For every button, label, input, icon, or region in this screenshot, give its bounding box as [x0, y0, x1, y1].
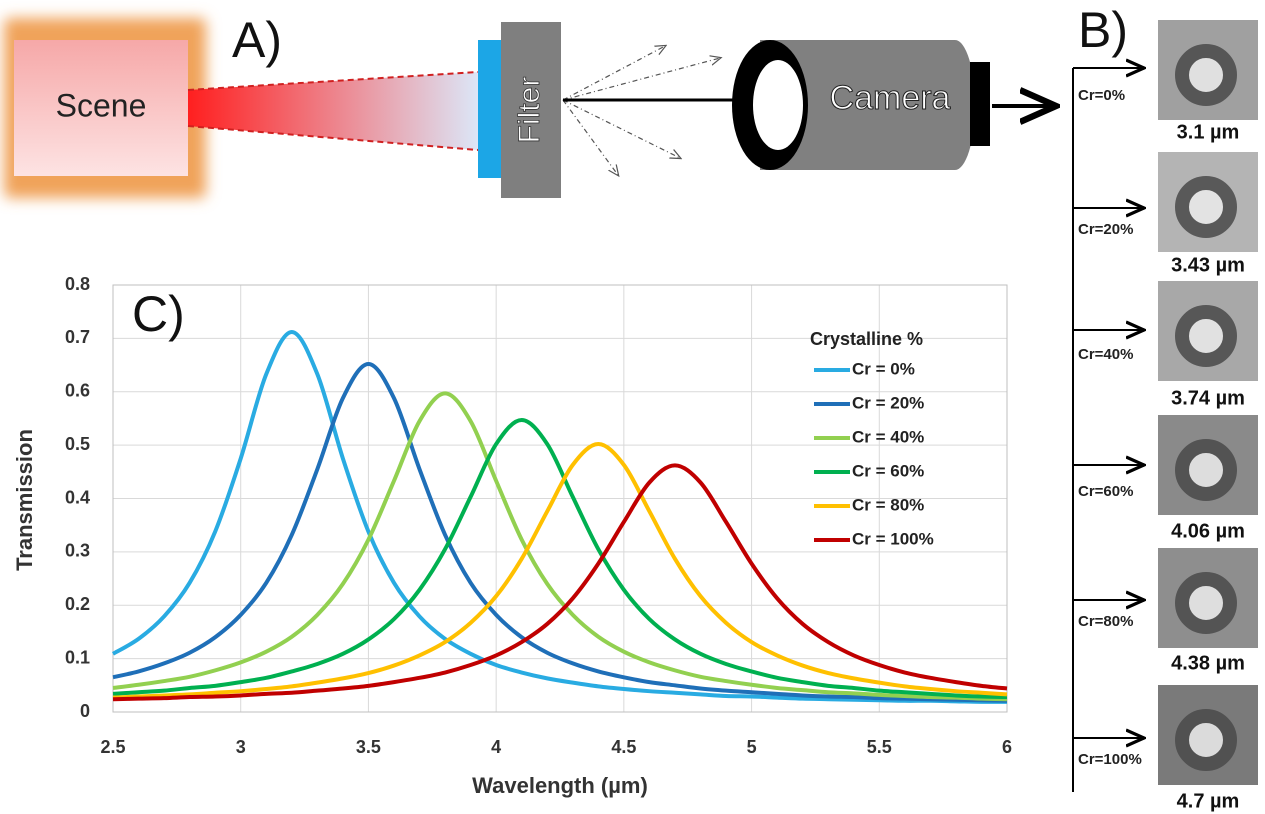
series-line: [112, 391, 1008, 702]
panel-b: B) Cr=0% 3.1 µm Cr=20% 3.43 µm Cr=40% 3.74 µm…: [1072, 2, 1258, 812]
x-tick-label: 5: [747, 737, 757, 757]
scatter-arrows: [562, 46, 720, 175]
legend-label: Cr = 40%: [852, 427, 924, 446]
x-tick-label: 6: [1002, 737, 1012, 757]
output-caption: 4.38 µm: [1171, 652, 1245, 674]
filter-label: Filter: [513, 77, 546, 144]
grid: [112, 284, 1008, 713]
output-caption: 3.1 µm: [1177, 121, 1240, 143]
y-tick-label: 0.4: [65, 487, 90, 507]
panel-label: B): [1078, 2, 1128, 58]
y-tick-label: 0: [80, 701, 90, 721]
scene-box: [14, 40, 188, 176]
camera-body: [760, 40, 975, 170]
y-tick-label: 0.1: [65, 647, 90, 667]
panel-label: C): [132, 286, 185, 342]
series-line: [112, 418, 1008, 700]
image-ring: [1175, 44, 1237, 106]
image-ring: [1175, 572, 1237, 634]
series-line: [111, 329, 1008, 704]
legend-label: Cr = 20%: [852, 393, 924, 412]
output-caption: 4.7 µm: [1177, 790, 1240, 812]
x-tick-label: 4.5: [611, 737, 636, 757]
output-caption: 4.06 µm: [1171, 520, 1245, 542]
x-tick-label: 2.5: [100, 737, 125, 757]
output-label: Cr=80%: [1078, 613, 1133, 630]
output-label: Cr=60%: [1078, 483, 1133, 500]
output-label: Cr=100%: [1078, 751, 1142, 768]
y-tick-label: 0.2: [65, 594, 90, 614]
legend-label: Cr = 0%: [852, 359, 915, 378]
output-caption: 3.74 µm: [1171, 387, 1245, 409]
beam-edge: [187, 71, 479, 151]
series-line: [112, 361, 1008, 703]
legend-title: Crystalline %: [810, 329, 923, 349]
series-line: [112, 463, 1008, 702]
output-label: Cr=20%: [1078, 221, 1133, 238]
chart: C) Wavelength (µm) Transmission 0 0.1 0.2 0…: [12, 274, 1012, 798]
scene-label: Scene: [56, 87, 147, 123]
y-tick-label: 0.7: [65, 327, 90, 347]
y-tick-label: 0.6: [65, 381, 90, 401]
y-tick-label: 0.3: [65, 541, 90, 561]
x-tick-label: 5.5: [867, 737, 892, 757]
y-axis-title: Transmission: [12, 429, 37, 571]
panel-label: A): [232, 12, 282, 68]
x-axis-title: Wavelength (µm): [472, 773, 648, 798]
x-tick-label: 3: [236, 737, 246, 757]
legend-label: Cr = 80%: [852, 495, 924, 514]
plot-border: [112, 284, 1008, 713]
output-label: Cr=0%: [1078, 87, 1125, 104]
filter-coating: [478, 40, 502, 178]
series-line: [112, 442, 1008, 700]
image-ring: [1175, 305, 1237, 367]
x-tick-label: 3.5: [356, 737, 381, 757]
image-ring: [1175, 176, 1237, 238]
camera-back: [970, 62, 990, 146]
beam: [188, 72, 478, 150]
y-tick-label: 0.8: [65, 274, 90, 294]
output-label: Cr=40%: [1078, 346, 1133, 363]
image-ring: [1175, 439, 1237, 501]
output-caption: 3.43 µm: [1171, 254, 1245, 276]
camera-lens: [753, 60, 803, 150]
legend-label: Cr = 100%: [852, 529, 934, 548]
x-tick-label: 4: [491, 737, 501, 757]
legend-label: Cr = 60%: [852, 461, 924, 480]
panel-a: Scene A) Filter Camera: [4, 12, 1052, 198]
filter-body: [501, 22, 561, 198]
camera-label: Camera: [830, 79, 951, 117]
y-tick-label: 0.5: [65, 434, 90, 454]
image-ring: [1175, 709, 1237, 771]
